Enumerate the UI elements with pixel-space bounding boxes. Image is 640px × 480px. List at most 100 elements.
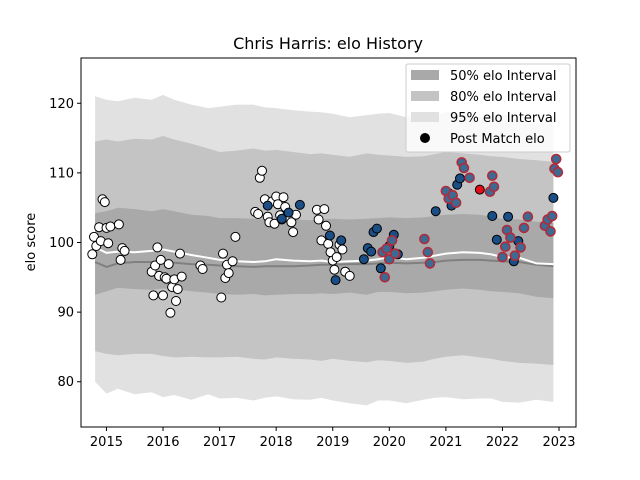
data-point	[87, 249, 98, 260]
data-point	[545, 226, 556, 237]
data-point	[218, 248, 228, 259]
data-point	[152, 242, 163, 253]
data-point	[450, 197, 462, 209]
data-point	[165, 307, 176, 318]
data-point	[464, 172, 475, 184]
data-point	[321, 220, 331, 231]
data-point	[546, 210, 558, 222]
data-point	[269, 218, 280, 229]
x-tick-label: 2023	[542, 435, 575, 450]
data-point	[119, 245, 130, 256]
y-tick-label: 90	[57, 306, 74, 321]
data-point	[99, 197, 110, 208]
x-tick-label: 2022	[486, 435, 519, 450]
legend-swatch-50	[411, 70, 439, 80]
legend-marker-post-match	[420, 133, 430, 143]
y-axis: 80 90 100 110 120	[49, 97, 81, 390]
data-point	[522, 211, 534, 222]
y-tick-label: 80	[57, 375, 74, 390]
data-point	[366, 246, 377, 257]
x-tick-label: 2018	[260, 435, 293, 450]
data-point	[331, 252, 342, 263]
data-point	[336, 235, 347, 246]
data-point	[155, 254, 166, 265]
data-point	[319, 204, 330, 215]
data-point	[424, 258, 436, 269]
mean-line	[94, 246, 554, 266]
data-point	[105, 221, 116, 232]
data-point	[148, 290, 159, 301]
data-point	[286, 217, 297, 228]
data-point	[176, 271, 187, 282]
data-point	[329, 264, 340, 275]
data-point	[171, 296, 181, 306]
data-point	[499, 241, 511, 252]
data-point	[379, 271, 391, 283]
data-point	[552, 166, 564, 178]
band-50	[95, 207, 554, 299]
data-point	[455, 173, 465, 184]
data-point	[197, 264, 208, 274]
data-point	[216, 292, 227, 303]
x-tick-label: 2020	[373, 435, 406, 450]
data-point	[358, 254, 369, 265]
data-point	[227, 256, 238, 267]
chart-title: Chris Harris: elo History	[233, 34, 423, 53]
data-point	[163, 259, 174, 270]
x-tick-label: 2016	[146, 435, 179, 450]
data-point	[497, 251, 508, 263]
legend-label-95: 95% elo Interval	[450, 111, 557, 126]
data-point	[115, 254, 126, 265]
data-point	[474, 184, 485, 195]
data-point	[172, 284, 183, 295]
post-match-points	[87, 153, 564, 318]
legend-swatch-95	[411, 112, 439, 122]
x-tick-label: 2019	[316, 435, 349, 450]
data-point	[262, 200, 273, 211]
data-point	[487, 211, 498, 221]
data-point	[276, 213, 287, 224]
data-point	[375, 263, 386, 274]
data-point	[503, 211, 514, 222]
data-point	[288, 227, 299, 238]
legend-label-post-match: Post Match elo	[450, 132, 545, 147]
data-point	[158, 290, 168, 301]
data-point	[324, 230, 335, 241]
data-point	[337, 244, 348, 255]
x-tick-label: 2017	[203, 435, 236, 450]
legend-swatch-80	[411, 91, 439, 101]
y-tick-label: 100	[49, 236, 74, 251]
legend: 50% elo Interval 80% elo Interval 95% el…	[405, 63, 571, 153]
data-point	[458, 162, 470, 174]
data-point	[486, 170, 498, 181]
data-point	[550, 153, 562, 165]
data-point	[103, 238, 114, 249]
data-point	[505, 232, 516, 243]
data-point	[253, 209, 264, 219]
x-tick-label: 2015	[90, 435, 123, 450]
x-tick-label: 2021	[429, 435, 462, 450]
x-axis: 2015 2016 2017 2018 2019 2020 2021 2022 2023	[90, 427, 576, 450]
data-point	[509, 250, 521, 261]
data-point	[294, 199, 305, 210]
data-point	[422, 246, 434, 258]
data-point	[313, 214, 324, 225]
legend-box	[405, 63, 571, 153]
data-point	[371, 223, 382, 234]
y-tick-label: 110	[49, 166, 74, 181]
data-point	[389, 248, 401, 259]
data-point	[430, 206, 441, 217]
data-point	[515, 242, 526, 253]
legend-label-50: 50% elo Interval	[450, 69, 557, 84]
y-tick-label: 120	[49, 97, 74, 112]
data-point	[381, 243, 392, 255]
data-point	[230, 231, 241, 242]
data-point	[278, 192, 289, 203]
y-axis-label: elo score	[24, 213, 39, 272]
data-point	[223, 268, 234, 279]
data-point	[257, 165, 267, 176]
data-point	[419, 233, 430, 245]
data-point	[323, 238, 334, 249]
data-point	[386, 235, 398, 246]
